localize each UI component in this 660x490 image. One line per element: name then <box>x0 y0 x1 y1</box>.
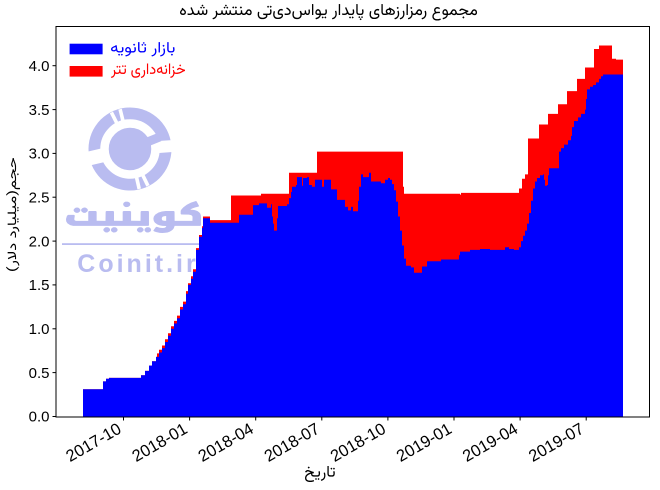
svg-text:3.5: 3.5 <box>29 102 50 119</box>
svg-text:2.0: 2.0 <box>29 233 50 250</box>
svg-text:0.0: 0.0 <box>29 409 50 426</box>
svg-text:1.5: 1.5 <box>29 277 50 294</box>
svg-text:4.0: 4.0 <box>29 58 50 75</box>
svg-text:2.5: 2.5 <box>29 189 50 206</box>
svg-text:0.5: 0.5 <box>29 365 50 382</box>
svg-text:1.0: 1.0 <box>29 321 50 338</box>
svg-text:Coinit.ir: Coinit.ir <box>77 250 198 278</box>
svg-text:3.0: 3.0 <box>29 146 50 163</box>
